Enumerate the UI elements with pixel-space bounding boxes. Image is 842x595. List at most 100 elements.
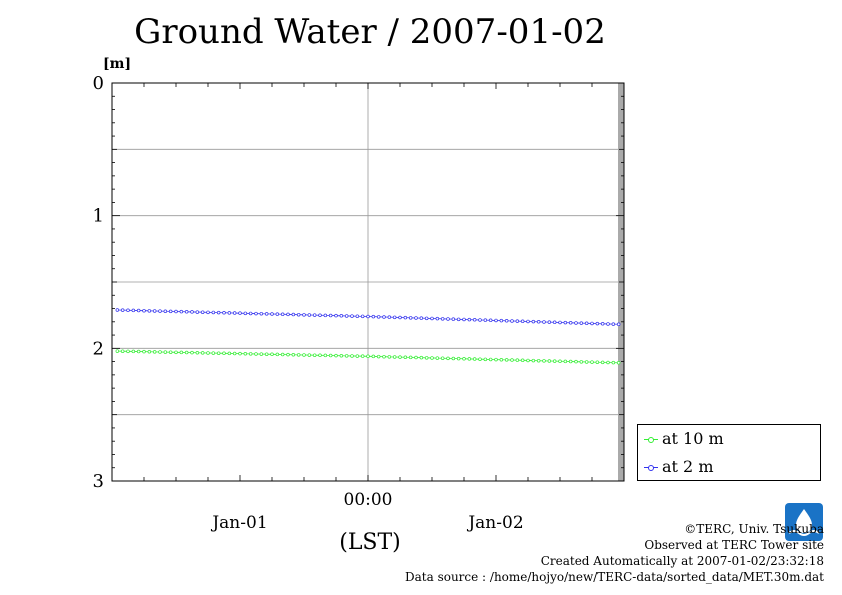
series-point-1 [334, 313, 338, 318]
series-point-0 [376, 354, 381, 359]
legend-swatch-2m [644, 464, 658, 472]
series-point-0 [488, 357, 493, 362]
series-point-0 [142, 349, 146, 354]
series-point-1 [371, 314, 376, 319]
series-point-1 [136, 308, 141, 313]
series-point-1 [472, 318, 477, 322]
series-point-1 [414, 316, 418, 320]
series-point-1 [312, 313, 317, 317]
terc-logo-icon [785, 503, 823, 541]
series-point-0 [547, 359, 552, 363]
series-point-1 [376, 315, 381, 319]
series-point-1 [163, 309, 168, 313]
series-point-1 [478, 318, 482, 322]
series-point-1 [366, 314, 370, 319]
series-point-0 [499, 357, 504, 362]
series-point-0 [563, 359, 568, 364]
series-point-0 [494, 357, 498, 362]
series-point-0 [312, 353, 317, 357]
series-point-1 [190, 310, 194, 314]
series-point-0 [408, 355, 413, 360]
series-point-1 [536, 320, 541, 324]
series-point-0 [611, 360, 616, 365]
series-point-1 [152, 309, 157, 313]
series-point-0 [344, 354, 349, 358]
series-point-0 [430, 356, 434, 360]
series-point-0 [584, 360, 589, 364]
series-point-0 [238, 351, 242, 356]
series-point-0 [510, 358, 514, 362]
series-point-0 [382, 354, 386, 359]
series-point-1 [147, 309, 152, 313]
series-point-0 [456, 356, 461, 361]
series-point-1 [392, 315, 397, 320]
series-point-1 [168, 309, 173, 314]
series-point-0 [286, 352, 290, 357]
series-point-1 [211, 310, 216, 315]
series-point-0 [350, 354, 354, 358]
series-point-0 [552, 359, 557, 363]
series-point-1 [120, 308, 125, 312]
series-point-0 [232, 351, 237, 356]
series-point-0 [334, 353, 338, 358]
series-point-1 [558, 320, 562, 325]
series-point-0 [302, 353, 306, 357]
y-tick-label: 1 [93, 206, 104, 227]
series-point-0 [147, 350, 152, 354]
series-point-0 [446, 356, 450, 361]
series-point-1 [515, 319, 520, 323]
series-point-1 [307, 313, 312, 317]
series-point-1 [179, 309, 184, 314]
series-point-0 [270, 352, 274, 357]
series-point-0 [254, 352, 258, 356]
series-point-0 [371, 354, 376, 359]
series-point-1 [206, 310, 210, 315]
series-point-1 [355, 314, 360, 318]
series-point-0 [606, 360, 610, 365]
series-point-1 [398, 315, 402, 320]
series-point-1 [467, 317, 472, 322]
chart-title: Ground Water / 2007-01-02 [134, 12, 606, 52]
series-point-0 [248, 352, 253, 356]
series-point-1 [184, 310, 189, 314]
series-point-0 [462, 357, 466, 361]
series-point-1 [616, 322, 621, 327]
series-point-1 [254, 311, 258, 316]
series-point-1 [552, 320, 557, 325]
credit-source: Data source : /home/hojyo/new/TERC-data/… [405, 570, 824, 584]
series-point-1 [142, 308, 146, 313]
series-point-0 [195, 351, 200, 355]
series-point-1 [286, 312, 290, 317]
series-point-0 [280, 352, 285, 357]
credits: ©TERC, Univ. Tsukuba Observed at TERC To… [405, 521, 824, 585]
series-point-1 [456, 317, 461, 322]
series-point-0 [291, 352, 296, 357]
series-point-1 [248, 311, 253, 316]
y-tick-label: 0 [93, 73, 104, 94]
legend: at 10 m at 2 m [637, 424, 821, 481]
series-point-0 [206, 351, 210, 355]
series-point-0 [296, 353, 301, 357]
x-tick-label: Jan-01 [210, 513, 267, 533]
legend-swatch-10m [644, 436, 658, 444]
series-point-1 [488, 318, 493, 323]
series-point-0 [531, 358, 536, 363]
series-point-0 [152, 350, 157, 354]
series-point-1 [403, 315, 408, 320]
series-point-1 [435, 316, 440, 321]
x-tick-label: Jan-02 [466, 513, 523, 533]
series-point-1 [318, 313, 322, 317]
series-point-1 [195, 310, 200, 314]
series-point-1 [328, 313, 333, 318]
series-point-0 [526, 358, 530, 363]
series-point-1 [606, 322, 610, 326]
series-point-1 [590, 321, 594, 326]
series-point-1 [158, 309, 162, 313]
series-point-0 [307, 353, 312, 357]
series-point-1 [574, 321, 578, 325]
series-point-1 [531, 319, 536, 324]
series-point-0 [318, 353, 322, 358]
series-point-1 [280, 312, 285, 317]
series-point-0 [275, 352, 280, 357]
series-point-1 [430, 316, 434, 321]
